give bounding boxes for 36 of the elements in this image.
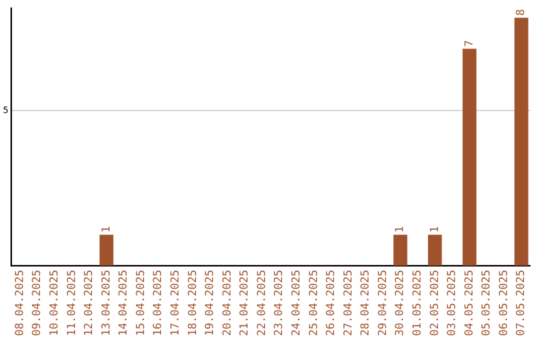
x-tick-label: 10.04.2025 [47, 270, 60, 336]
x-tick-label: 11.04.2025 [64, 270, 78, 336]
x-tick-label: 02.05.2025 [428, 270, 441, 336]
data-label: 7 [462, 40, 476, 47]
x-tick-label: 07.05.2025 [514, 270, 528, 336]
x-tick-label: 13.04.2025 [99, 270, 112, 336]
x-tick-label: 15.04.2025 [134, 270, 147, 336]
x-tick-label: 06.05.2025 [496, 270, 510, 336]
x-tick-label: 12.04.2025 [82, 270, 96, 336]
x-tick-label: 01.05.2025 [410, 270, 424, 336]
x-tick-label: 28.04.2025 [358, 270, 372, 336]
x-tick-label: 18.04.2025 [186, 270, 199, 336]
x-tick-label: 19.04.2025 [203, 270, 216, 336]
x-tick-label: 26.04.2025 [324, 270, 338, 336]
x-tick-label: 29.04.2025 [376, 270, 389, 336]
x-tick-label: 30.04.2025 [393, 270, 406, 336]
x-tick-label: 17.04.2025 [168, 270, 182, 336]
x-tick-label: 09.04.2025 [30, 270, 44, 336]
x-tick-label: 14.04.2025 [116, 270, 130, 336]
x-tick-label: 08.04.2025 [12, 270, 26, 336]
x-tick-label: 03.05.2025 [445, 270, 458, 336]
x-tick-label: 24.04.2025 [290, 270, 302, 336]
data-label: 1 [393, 226, 406, 233]
x-tick-label: 05.05.2025 [480, 270, 493, 336]
data-label: 8 [514, 9, 528, 16]
x-tick-label: 16.04.2025 [151, 270, 164, 336]
x-tick-label: 23.04.2025 [272, 270, 286, 336]
x-tick-label: 21.04.2025 [238, 270, 251, 336]
data-label: 1 [99, 226, 112, 233]
x-tick-label: 25.04.2025 [306, 270, 320, 336]
x-tick-label: 27.04.2025 [341, 270, 354, 336]
x-tick-label: 22.04.2025 [254, 270, 268, 336]
x-tick-label: 20.04.2025 [220, 270, 234, 336]
x-tick-label: 04.05.2025 [462, 270, 476, 336]
y-tick-label: 5 [2, 106, 8, 116]
data-label: 1 [428, 226, 441, 233]
